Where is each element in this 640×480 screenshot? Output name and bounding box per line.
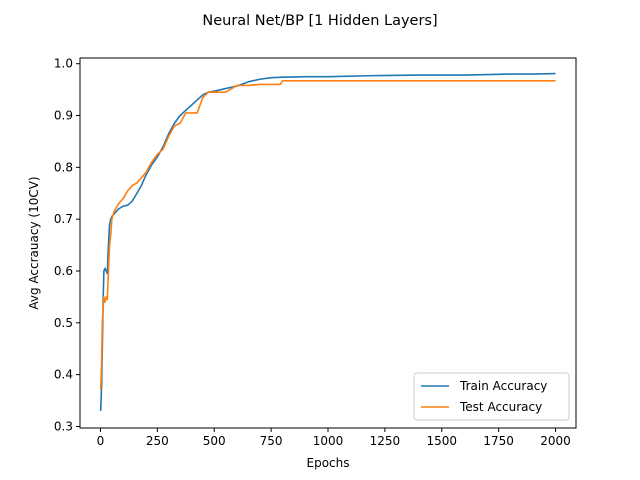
x-axis-label: Epochs bbox=[307, 456, 350, 470]
legend-label-test-accuracy: Test Accuracy bbox=[459, 400, 542, 414]
legend-box bbox=[413, 372, 570, 421]
y-tick-label: 0.7 bbox=[54, 212, 73, 226]
y-tick-label: 0.4 bbox=[54, 368, 73, 382]
chart-title: Neural Net/BP [1 Hidden Layers] bbox=[202, 13, 437, 29]
y-tick-label: 0.6 bbox=[54, 264, 73, 278]
y-tick-label: 1.0 bbox=[54, 57, 73, 71]
plot-area bbox=[99, 72, 556, 411]
y-axis: 0.3 0.4 0.5 0.6 0.7 0.8 0.9 1.0 bbox=[54, 57, 80, 433]
x-tick-label: 2000 bbox=[540, 434, 571, 448]
y-tick-label: 0.5 bbox=[54, 316, 73, 330]
x-axis: 0 250 500 750 1000 1250 1500 1750 2000 bbox=[97, 428, 571, 448]
y-axis-label: Avg Accrauacy (10CV) bbox=[27, 176, 41, 309]
legend-label-train-accuracy: Train Accuracy bbox=[459, 379, 547, 393]
series-line-test-accuracy bbox=[99, 80, 556, 391]
x-tick-label: 0 bbox=[97, 434, 105, 448]
x-tick-label: 250 bbox=[146, 434, 169, 448]
legend: Train Accuracy Test Accuracy bbox=[413, 372, 570, 421]
x-tick-label: 1000 bbox=[313, 434, 344, 448]
x-tick-label: 1250 bbox=[370, 434, 401, 448]
x-tick-label: 1750 bbox=[483, 434, 514, 448]
series-line-train-accuracy bbox=[99, 72, 556, 411]
x-tick-label: 500 bbox=[203, 434, 226, 448]
x-tick-label: 750 bbox=[260, 434, 283, 448]
x-tick-label: 1500 bbox=[426, 434, 457, 448]
y-tick-label: 0.3 bbox=[54, 419, 73, 433]
y-tick-label: 0.8 bbox=[54, 160, 73, 174]
y-tick-label: 0.9 bbox=[54, 109, 73, 123]
